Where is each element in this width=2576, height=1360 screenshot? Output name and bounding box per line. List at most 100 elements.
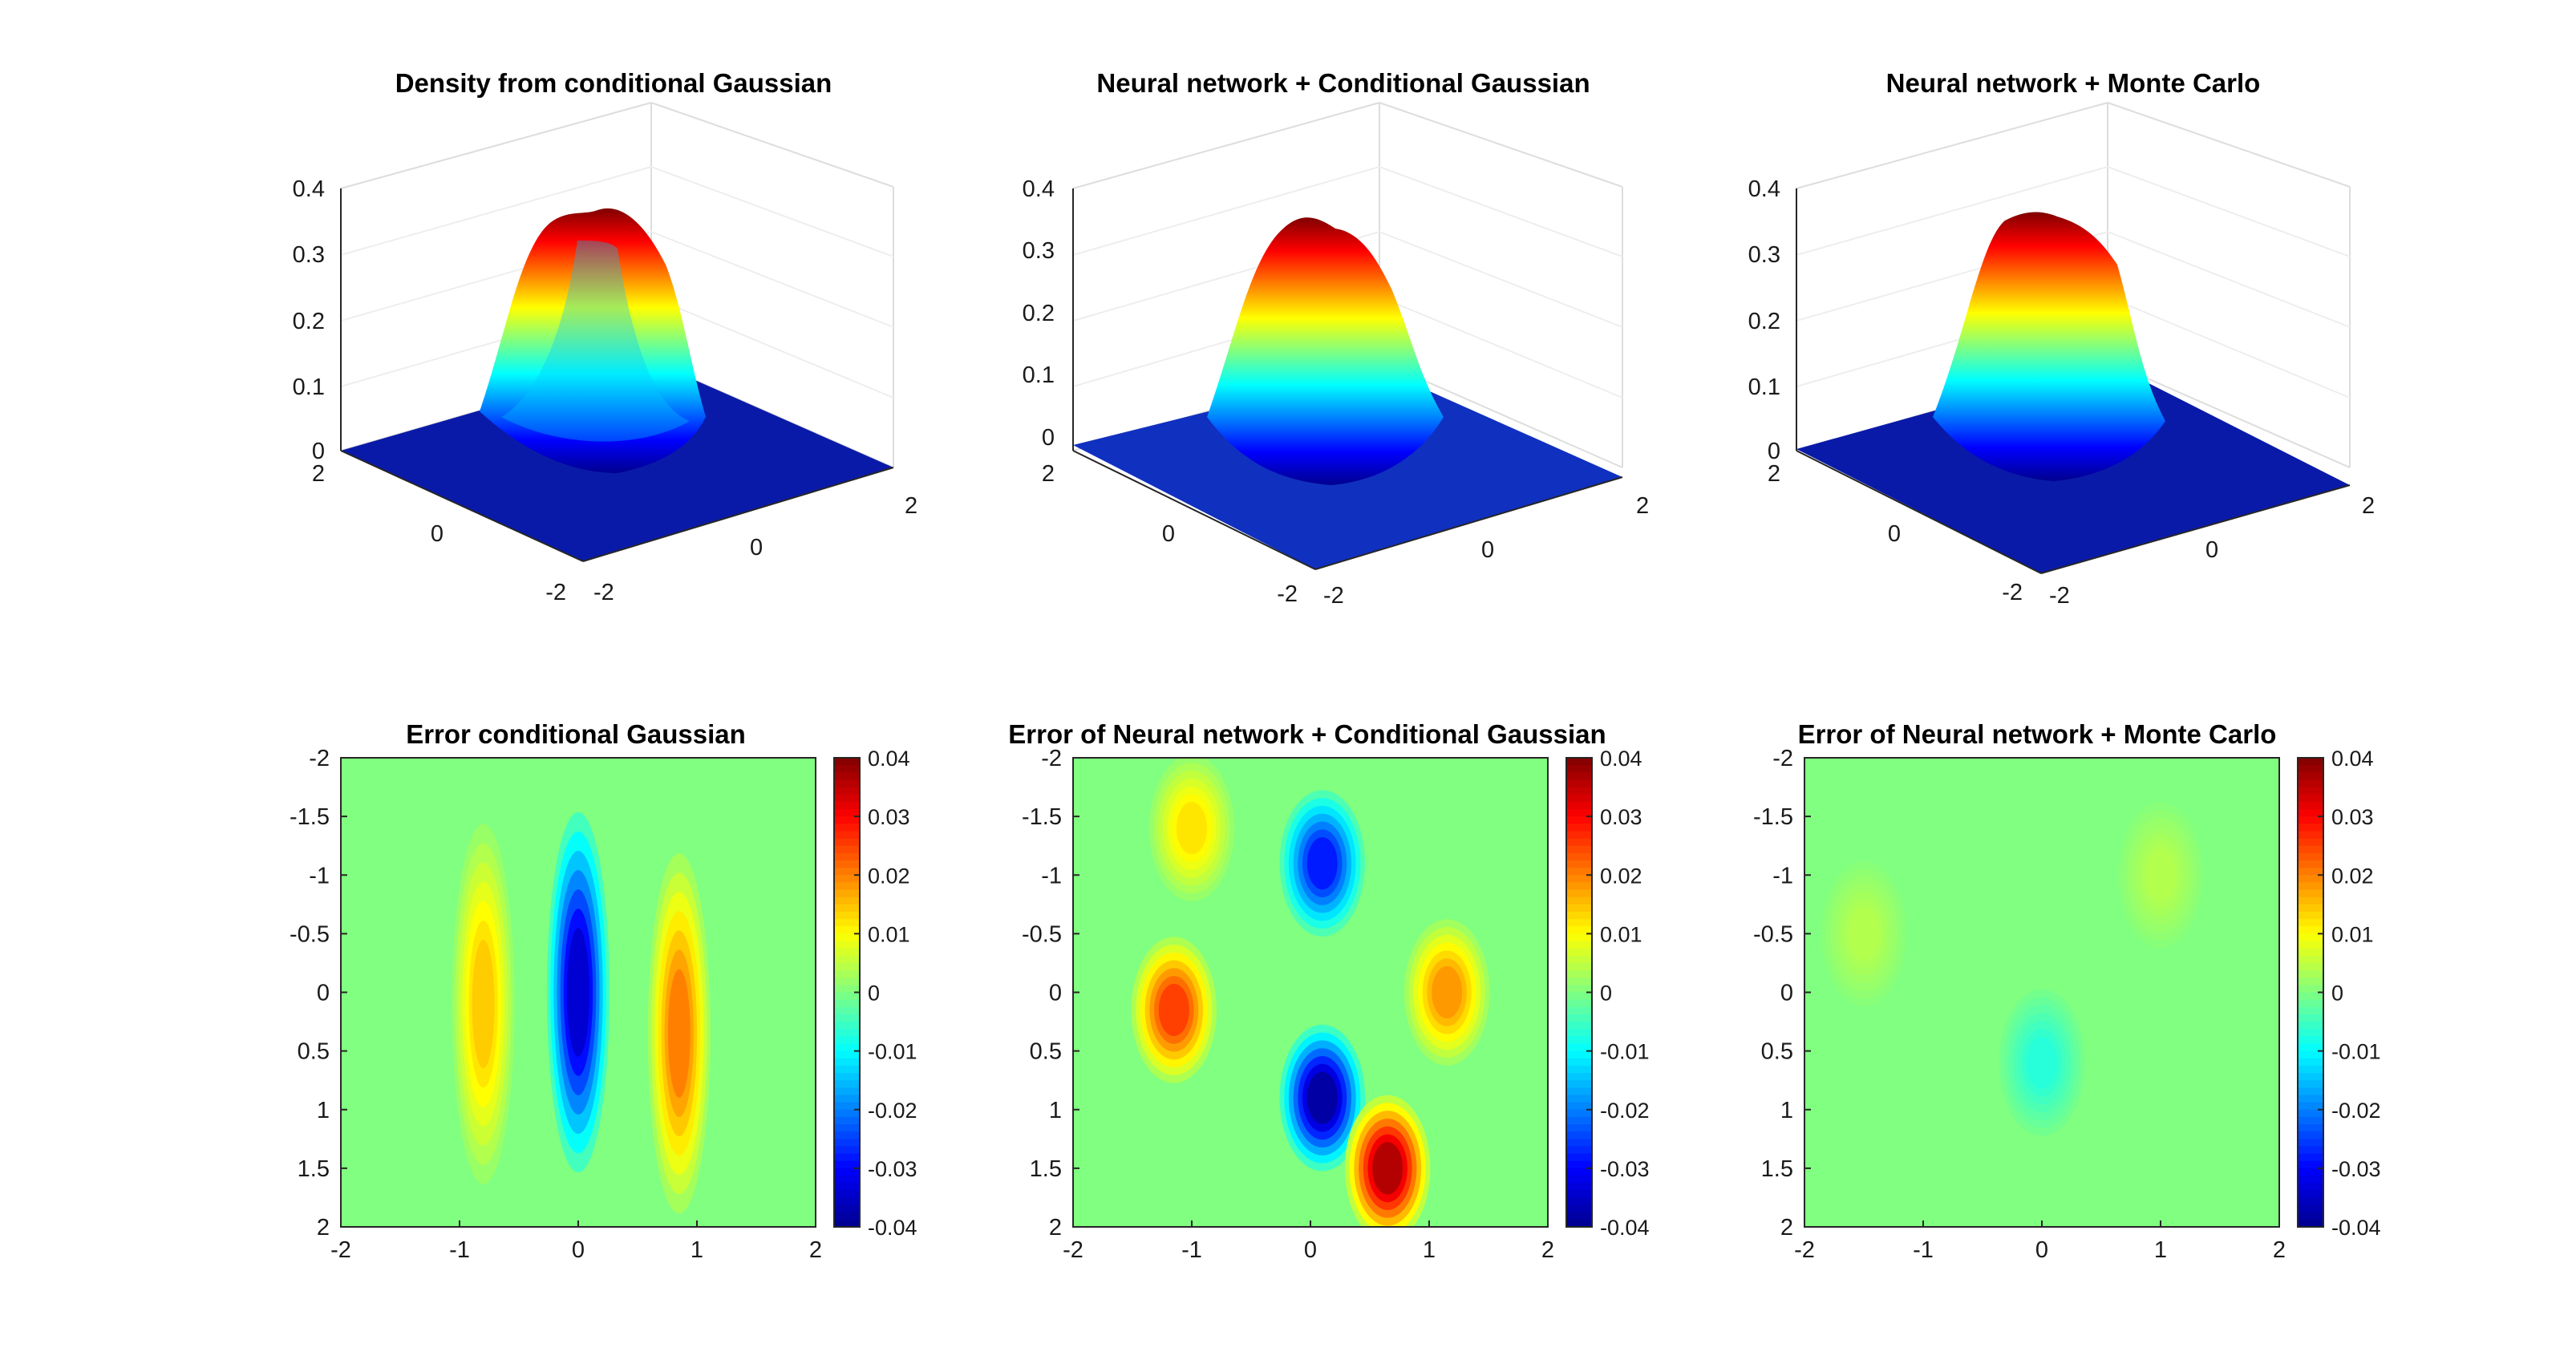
colorbar-segment [2298,1022,2323,1030]
colorbar-segment [1566,765,1592,774]
colorbar-segment [1566,787,1592,795]
y-tick-label: 1.5 [1030,1156,1062,1182]
y-tick-label: 1 [1049,1098,1062,1123]
colorbar-segment [2298,1036,2323,1045]
colorbar-segment [1566,1168,1592,1177]
colorbar-segment [834,1065,860,1075]
y-tick-label: 0 [317,981,330,1006]
y-tick-label: 1.5 [1761,1156,1793,1182]
heatmap-feature [472,939,495,1069]
colorbar-segment [1566,838,1592,847]
y-tick-label: -1 [1041,863,1062,888]
z-tick-label: 0.1 [1023,362,1055,388]
y-tick-label: 2 [1768,461,1780,487]
surface-title-1: Density from conditional Gaussian [395,68,832,98]
colorbar-segment [834,852,860,861]
colorbar-segment [2298,845,2323,854]
colorbar-segment [2298,831,2323,840]
colorbar-segment [1566,1102,1592,1111]
colorbar-segment [1566,962,1592,972]
heatmap-feature [1432,965,1463,1019]
colorbar-tick-label: -0.01 [2331,1040,2381,1064]
y-tick-label: 0 [1888,521,1901,547]
colorbar-segment [2298,889,2323,898]
colorbar-segment [834,1204,860,1213]
colorbar-segment [1566,1036,1592,1045]
colorbar-tick-label: -0.03 [2331,1157,2381,1181]
colorbar-segment [2298,1153,2323,1162]
colorbar-segment [2298,1124,2323,1133]
colorbar-segment [2298,1131,2323,1140]
colorbar-segment [2298,779,2323,788]
colorbar-segment [834,978,860,986]
y-tick-label: -1.5 [1753,804,1793,830]
colorbar-segment [834,801,860,810]
heatmap-title-2: Error of Neural network + Conditional Ga… [1008,719,1606,749]
z-tick-label: 0 [312,439,325,464]
x-tick-label: -2 [1794,1237,1815,1263]
colorbar-segment [834,1080,860,1089]
colorbar-segment [1566,1065,1592,1075]
colorbar-segment [1566,1014,1592,1023]
colorbar-segment [1566,985,1592,994]
x-tick-label: 0 [2205,537,2218,563]
y-tick-label: -2 [1041,746,1062,771]
colorbar-segment [2298,794,2323,803]
heatmap-feature [567,928,589,1057]
surface-title-3: Neural network + Monte Carlo [1886,68,2261,98]
x-tick-label: 1 [2154,1237,2167,1263]
colorbar-segment [2298,1168,2323,1177]
colorbar-tick-label: -0.04 [868,1216,917,1240]
colorbar-segment [1566,955,1592,964]
colorbar-segment [1566,933,1592,942]
x-tick-label: -2 [330,1237,351,1263]
colorbar-segment [834,831,860,840]
colorbar-segment [1566,852,1592,861]
colorbar-segment [834,1219,860,1228]
y-tick-label: -2 [2002,580,2023,605]
surface-title-2: Neural network + Conditional Gaussian [1096,68,1590,98]
colorbar-segment [834,948,860,957]
colorbar-segment [1566,948,1592,957]
colorbar: 0.04 0.03 0.02 0.01 0 -0.01 -0.02 -0.03 -0.04 [833,747,917,1240]
z-tick-label: 0.2 [293,309,325,334]
colorbar: 0.04 0.03 0.02 0.01 0 -0.01 -0.02 -0.03 -0.04 [2297,747,2381,1240]
colorbar-segment [834,955,860,964]
colorbar-segment [834,1087,860,1096]
colorbar-tick-label: -0.04 [1600,1216,1650,1240]
z-tick-label: 0 [1042,425,1055,451]
colorbar: 0.04 0.03 0.02 0.01 0 -0.01 -0.02 -0.03 -0.04 [1565,747,1650,1240]
colorbar-segment [2298,999,2323,1008]
y-tick-label: -0.5 [1022,921,1062,947]
colorbar-segment [834,794,860,803]
colorbar-segment [1566,1176,1592,1184]
colorbar-segment [2298,808,2323,818]
colorbar-tick-label: 0.02 [868,864,910,888]
colorbar-segment [834,1153,860,1162]
colorbar-segment [1566,779,1592,788]
colorbar-tick-label: 0 [1600,982,1612,1006]
heatmap-title-3: Error of Neural network + Monte Carlo [1798,719,2277,749]
colorbar-segment [2298,1006,2323,1015]
colorbar-segment [2298,852,2323,861]
colorbar-segment [1566,1146,1592,1155]
colorbar-segment [834,1146,860,1155]
colorbar-segment [1566,1204,1592,1213]
y-tick-label: -2 [1772,746,1793,771]
heatmap-feature [1306,1071,1338,1124]
y-tick-label: 0 [431,521,444,547]
x-tick-label: 1 [691,1237,703,1263]
z-tick-label: 0.2 [1023,301,1055,326]
colorbar-tick-label: 0.01 [1600,922,1642,946]
colorbar-tick-label: -0.04 [2331,1216,2381,1240]
z-tick-label: 0.4 [1023,176,1055,202]
colorbar-tick-label: -0.03 [1600,1157,1650,1181]
colorbar-segment [2298,1102,2323,1111]
x-tick-label: -1 [1913,1237,1934,1263]
colorbar-segment [2298,1190,2323,1199]
colorbar-segment [2298,1139,2323,1148]
colorbar-segment [834,1183,860,1192]
colorbar-segment [834,999,860,1008]
x-tick-label: -2 [2049,583,2070,609]
